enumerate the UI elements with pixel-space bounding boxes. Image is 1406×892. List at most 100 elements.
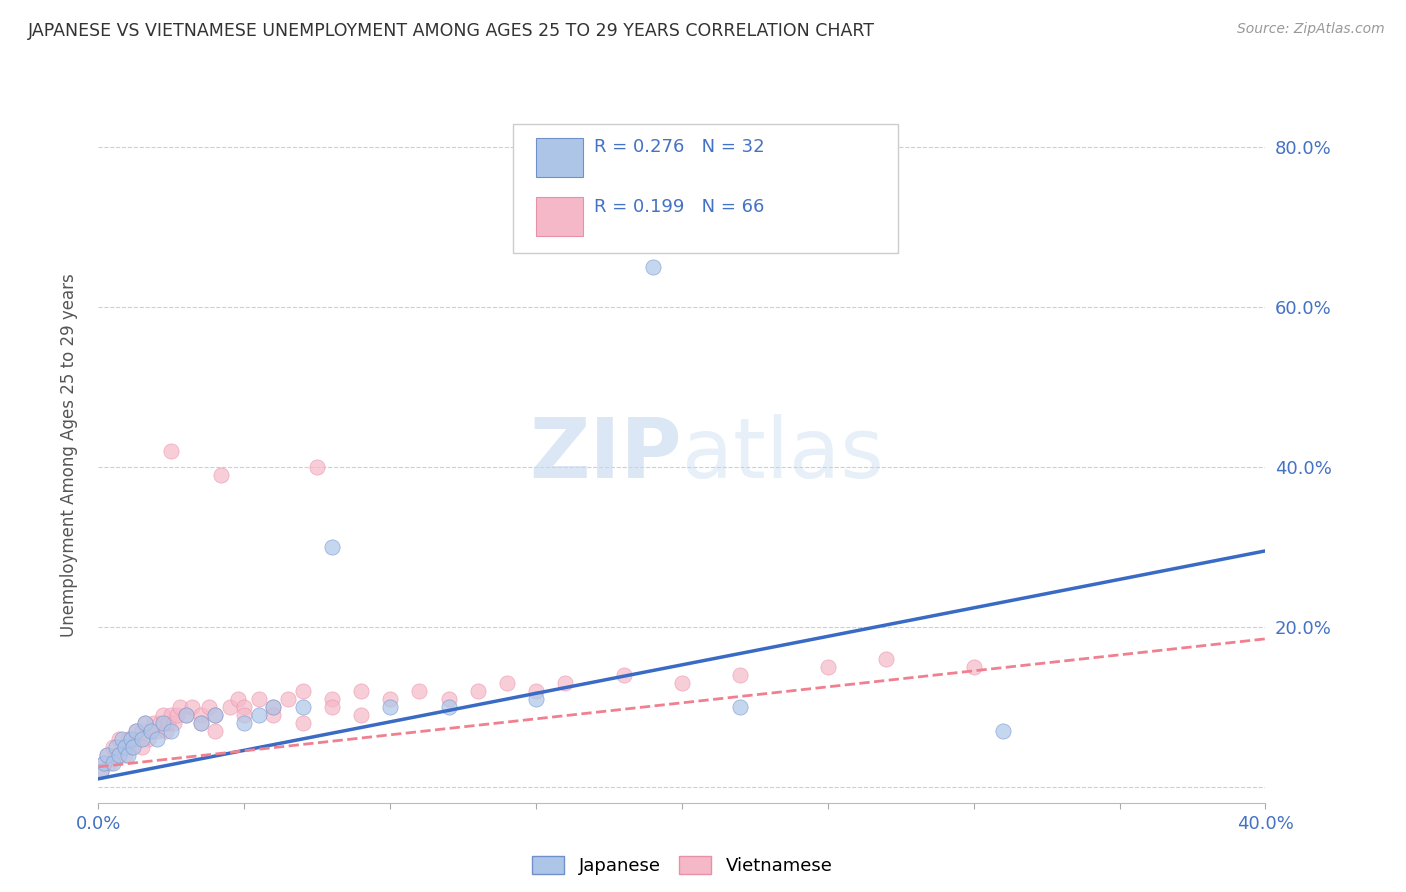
Point — [93, 756, 115, 770]
Point — [190, 715, 212, 730]
Point — [991, 723, 1014, 738]
Point — [90, 764, 112, 778]
Point — [93, 756, 115, 770]
Point — [262, 699, 284, 714]
Point — [321, 699, 343, 714]
Point — [146, 731, 169, 746]
Y-axis label: Unemployment Among Ages 25 to 29 years: Unemployment Among Ages 25 to 29 years — [59, 273, 77, 637]
Point — [163, 715, 186, 730]
Point — [160, 444, 183, 458]
Point — [174, 707, 197, 722]
Point — [139, 723, 162, 738]
Point — [671, 676, 693, 690]
Point — [228, 691, 250, 706]
Point — [120, 739, 142, 754]
Point — [114, 739, 136, 754]
Point — [122, 731, 145, 746]
Point — [120, 731, 142, 746]
Point — [321, 691, 343, 706]
Point — [495, 676, 517, 690]
Point — [190, 715, 212, 730]
Point — [218, 699, 240, 714]
Point — [142, 715, 165, 730]
Point — [962, 660, 984, 674]
Point — [125, 723, 148, 738]
Point — [131, 739, 153, 754]
Point — [131, 723, 153, 738]
Point — [641, 260, 664, 274]
Point — [437, 691, 460, 706]
Text: JAPANESE VS VIETNAMESE UNEMPLOYMENT AMONG AGES 25 TO 29 YEARS CORRELATION CHART: JAPANESE VS VIETNAMESE UNEMPLOYMENT AMON… — [28, 22, 875, 40]
Point — [96, 747, 118, 762]
Point — [554, 676, 576, 690]
Point — [378, 699, 402, 714]
Text: atlas: atlas — [682, 415, 883, 495]
Point — [134, 715, 156, 730]
Point — [321, 540, 343, 554]
Point — [169, 699, 191, 714]
Point — [209, 467, 232, 482]
Text: Source: ZipAtlas.com: Source: ZipAtlas.com — [1237, 22, 1385, 37]
Point — [612, 668, 634, 682]
Point — [157, 715, 180, 730]
Point — [108, 747, 131, 762]
Point — [247, 707, 270, 722]
Point — [125, 723, 148, 738]
Point — [190, 707, 212, 722]
Point — [291, 683, 314, 698]
Point — [131, 731, 153, 746]
Point — [233, 715, 256, 730]
Point — [204, 707, 226, 722]
Point — [149, 715, 172, 730]
Point — [98, 756, 121, 770]
Text: R = 0.276   N = 32: R = 0.276 N = 32 — [595, 138, 765, 156]
Point — [524, 691, 547, 706]
Point — [108, 731, 131, 746]
Point — [136, 731, 159, 746]
Point — [128, 731, 150, 746]
Point — [160, 707, 183, 722]
Point — [198, 699, 221, 714]
Point — [152, 707, 174, 722]
Point — [728, 699, 751, 714]
Point — [817, 660, 839, 674]
Point — [96, 747, 118, 762]
Point — [277, 691, 299, 706]
Point — [378, 691, 402, 706]
FancyBboxPatch shape — [513, 125, 898, 253]
Point — [233, 707, 256, 722]
Point — [233, 699, 256, 714]
Point — [101, 756, 124, 770]
Point — [90, 764, 112, 778]
Bar — [536, 138, 582, 177]
Point — [160, 723, 183, 738]
Point — [728, 668, 751, 682]
Point — [114, 747, 136, 762]
Bar — [536, 197, 582, 235]
Point — [262, 707, 284, 722]
Point — [101, 739, 124, 754]
Point — [291, 699, 314, 714]
Point — [524, 683, 547, 698]
Point — [104, 739, 127, 754]
Point — [155, 723, 177, 738]
Point — [247, 691, 270, 706]
Text: ZIP: ZIP — [530, 415, 682, 495]
Point — [139, 723, 162, 738]
Point — [291, 715, 314, 730]
Point — [174, 707, 197, 722]
Point — [467, 683, 489, 698]
Point — [204, 707, 226, 722]
Text: R = 0.199   N = 66: R = 0.199 N = 66 — [595, 197, 765, 216]
Point — [204, 723, 226, 738]
Point — [117, 731, 139, 746]
Point — [134, 715, 156, 730]
Point — [875, 652, 897, 666]
Point — [262, 699, 284, 714]
Point — [117, 747, 139, 762]
Point — [111, 739, 134, 754]
Point — [180, 699, 202, 714]
Point — [152, 715, 174, 730]
Point — [146, 723, 169, 738]
Point — [111, 731, 134, 746]
